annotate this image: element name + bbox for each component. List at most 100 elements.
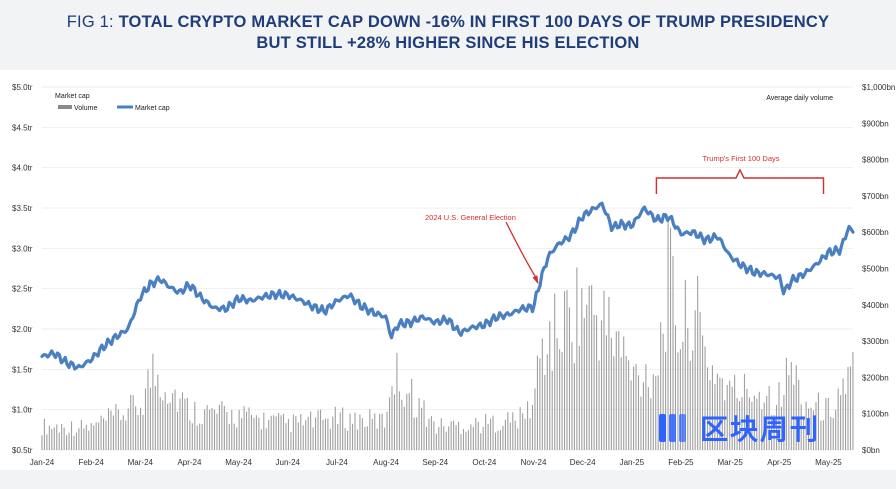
volume-bar (726, 384, 728, 450)
right-tick-label: $0bn (862, 446, 880, 455)
volume-bar (122, 415, 124, 450)
volume-bar (371, 418, 373, 450)
volume-bar (559, 349, 561, 450)
volume-bar (837, 388, 839, 450)
volume-bar (58, 432, 60, 450)
volume-bar (711, 365, 713, 450)
volume-bar (396, 352, 398, 450)
volume-bar (83, 428, 85, 450)
volume-bar (613, 356, 615, 450)
volume-bar (90, 423, 92, 450)
volume-bar (149, 387, 151, 450)
volume-bar (514, 420, 516, 450)
left-tick-label: $3.5tr (12, 204, 33, 213)
volume-bar (105, 420, 107, 450)
volume-bar (751, 401, 753, 450)
volume-bar (687, 327, 689, 450)
volume-bar (625, 355, 627, 450)
volume-bar (522, 413, 524, 450)
volume-bar (669, 227, 672, 450)
right-tick-label: $600bn (862, 228, 889, 237)
volume-bar (603, 290, 605, 450)
volume-bar (546, 354, 548, 450)
volume-bar (633, 366, 635, 450)
volume-bar (181, 392, 184, 450)
right-axis-label: Average daily volume (766, 95, 833, 102)
volume-bar (307, 416, 309, 450)
left-axis-ticks: $0.5tr $1.0tr $1.5tr $2.0tr $2.5tr $3.0tr $3.5… (12, 83, 33, 455)
volume-bar (830, 417, 832, 450)
volume-bar (832, 417, 834, 450)
volume-bar (793, 384, 795, 450)
volume-bar (455, 425, 457, 450)
volume-bar (845, 393, 847, 450)
first-100-days-annotation: Trump's First 100 Days (655, 154, 825, 194)
volume-bar (142, 414, 144, 450)
left-tick-label: $4.5tr (12, 123, 33, 132)
volume-bar (450, 421, 452, 450)
volume-bar (729, 380, 731, 450)
volume-bar (743, 373, 746, 450)
volume-bar (825, 398, 827, 450)
volume-bar (517, 428, 519, 450)
headline-line-2: BUT STILL +28% HIGHER SINCE HIS ELECTION (256, 34, 640, 52)
volume-bar (297, 422, 299, 450)
volume-bar (176, 411, 179, 450)
volume-bar (721, 378, 723, 450)
volume-bar (115, 403, 117, 450)
volume-bar (342, 407, 344, 450)
volume-bar (388, 397, 391, 450)
volume-bar (827, 397, 829, 450)
volume-bar (278, 413, 280, 450)
volume-bar (810, 407, 812, 450)
volume-bar (482, 426, 484, 450)
volume-bar (132, 395, 134, 450)
volume-bar (250, 414, 253, 450)
volume-bar (174, 389, 176, 450)
volume-bar (41, 435, 43, 450)
volume-bar (660, 322, 662, 450)
volume-bar (137, 415, 139, 450)
volume-bar (497, 430, 499, 450)
volume-bar (771, 415, 773, 450)
market-cap-chart: $0.5tr $1.0tr $1.5tr $2.0tr $2.5tr $3.0tr $3.5… (12, 83, 895, 467)
volume-bar (519, 407, 521, 450)
volume-bar (169, 402, 171, 450)
volume-bar (53, 427, 55, 450)
volume-bar (334, 406, 336, 450)
volume-bar (93, 425, 95, 450)
volume-bar (598, 360, 600, 450)
volume-bar (157, 374, 159, 450)
volume-bar (418, 398, 420, 450)
volume-bar (374, 413, 376, 450)
volume-bar (494, 432, 497, 450)
volume-bar (70, 421, 73, 450)
volume-bar (739, 401, 741, 450)
x-tick-label: Feb-25 (668, 458, 694, 467)
volume-bar (204, 409, 206, 450)
volume-bar (319, 409, 322, 450)
election-arrow (505, 221, 537, 279)
volume-bar (610, 337, 612, 450)
volume-bar (238, 409, 240, 450)
volume-bar (440, 418, 442, 450)
volume-bar (457, 421, 460, 450)
volume-bar (534, 388, 536, 450)
volume-bar (805, 401, 807, 450)
right-tick-label: $100bn (862, 410, 889, 419)
volume-bar (702, 335, 704, 450)
volume-bar (490, 418, 492, 450)
volume-bar (310, 411, 312, 450)
volume-bar (159, 397, 161, 450)
volume-bar (443, 426, 445, 450)
volume-bar (820, 420, 822, 450)
volume-bar (189, 420, 191, 450)
volume-bar (640, 396, 642, 450)
watermark-text: 区块周刊 (700, 413, 821, 446)
x-tick-label: Apr-24 (177, 458, 202, 467)
volume-bar (800, 404, 802, 450)
volume-bar (544, 374, 546, 450)
volume-bar (692, 350, 694, 450)
volume-bar (265, 428, 267, 450)
volume-bar (741, 397, 743, 450)
